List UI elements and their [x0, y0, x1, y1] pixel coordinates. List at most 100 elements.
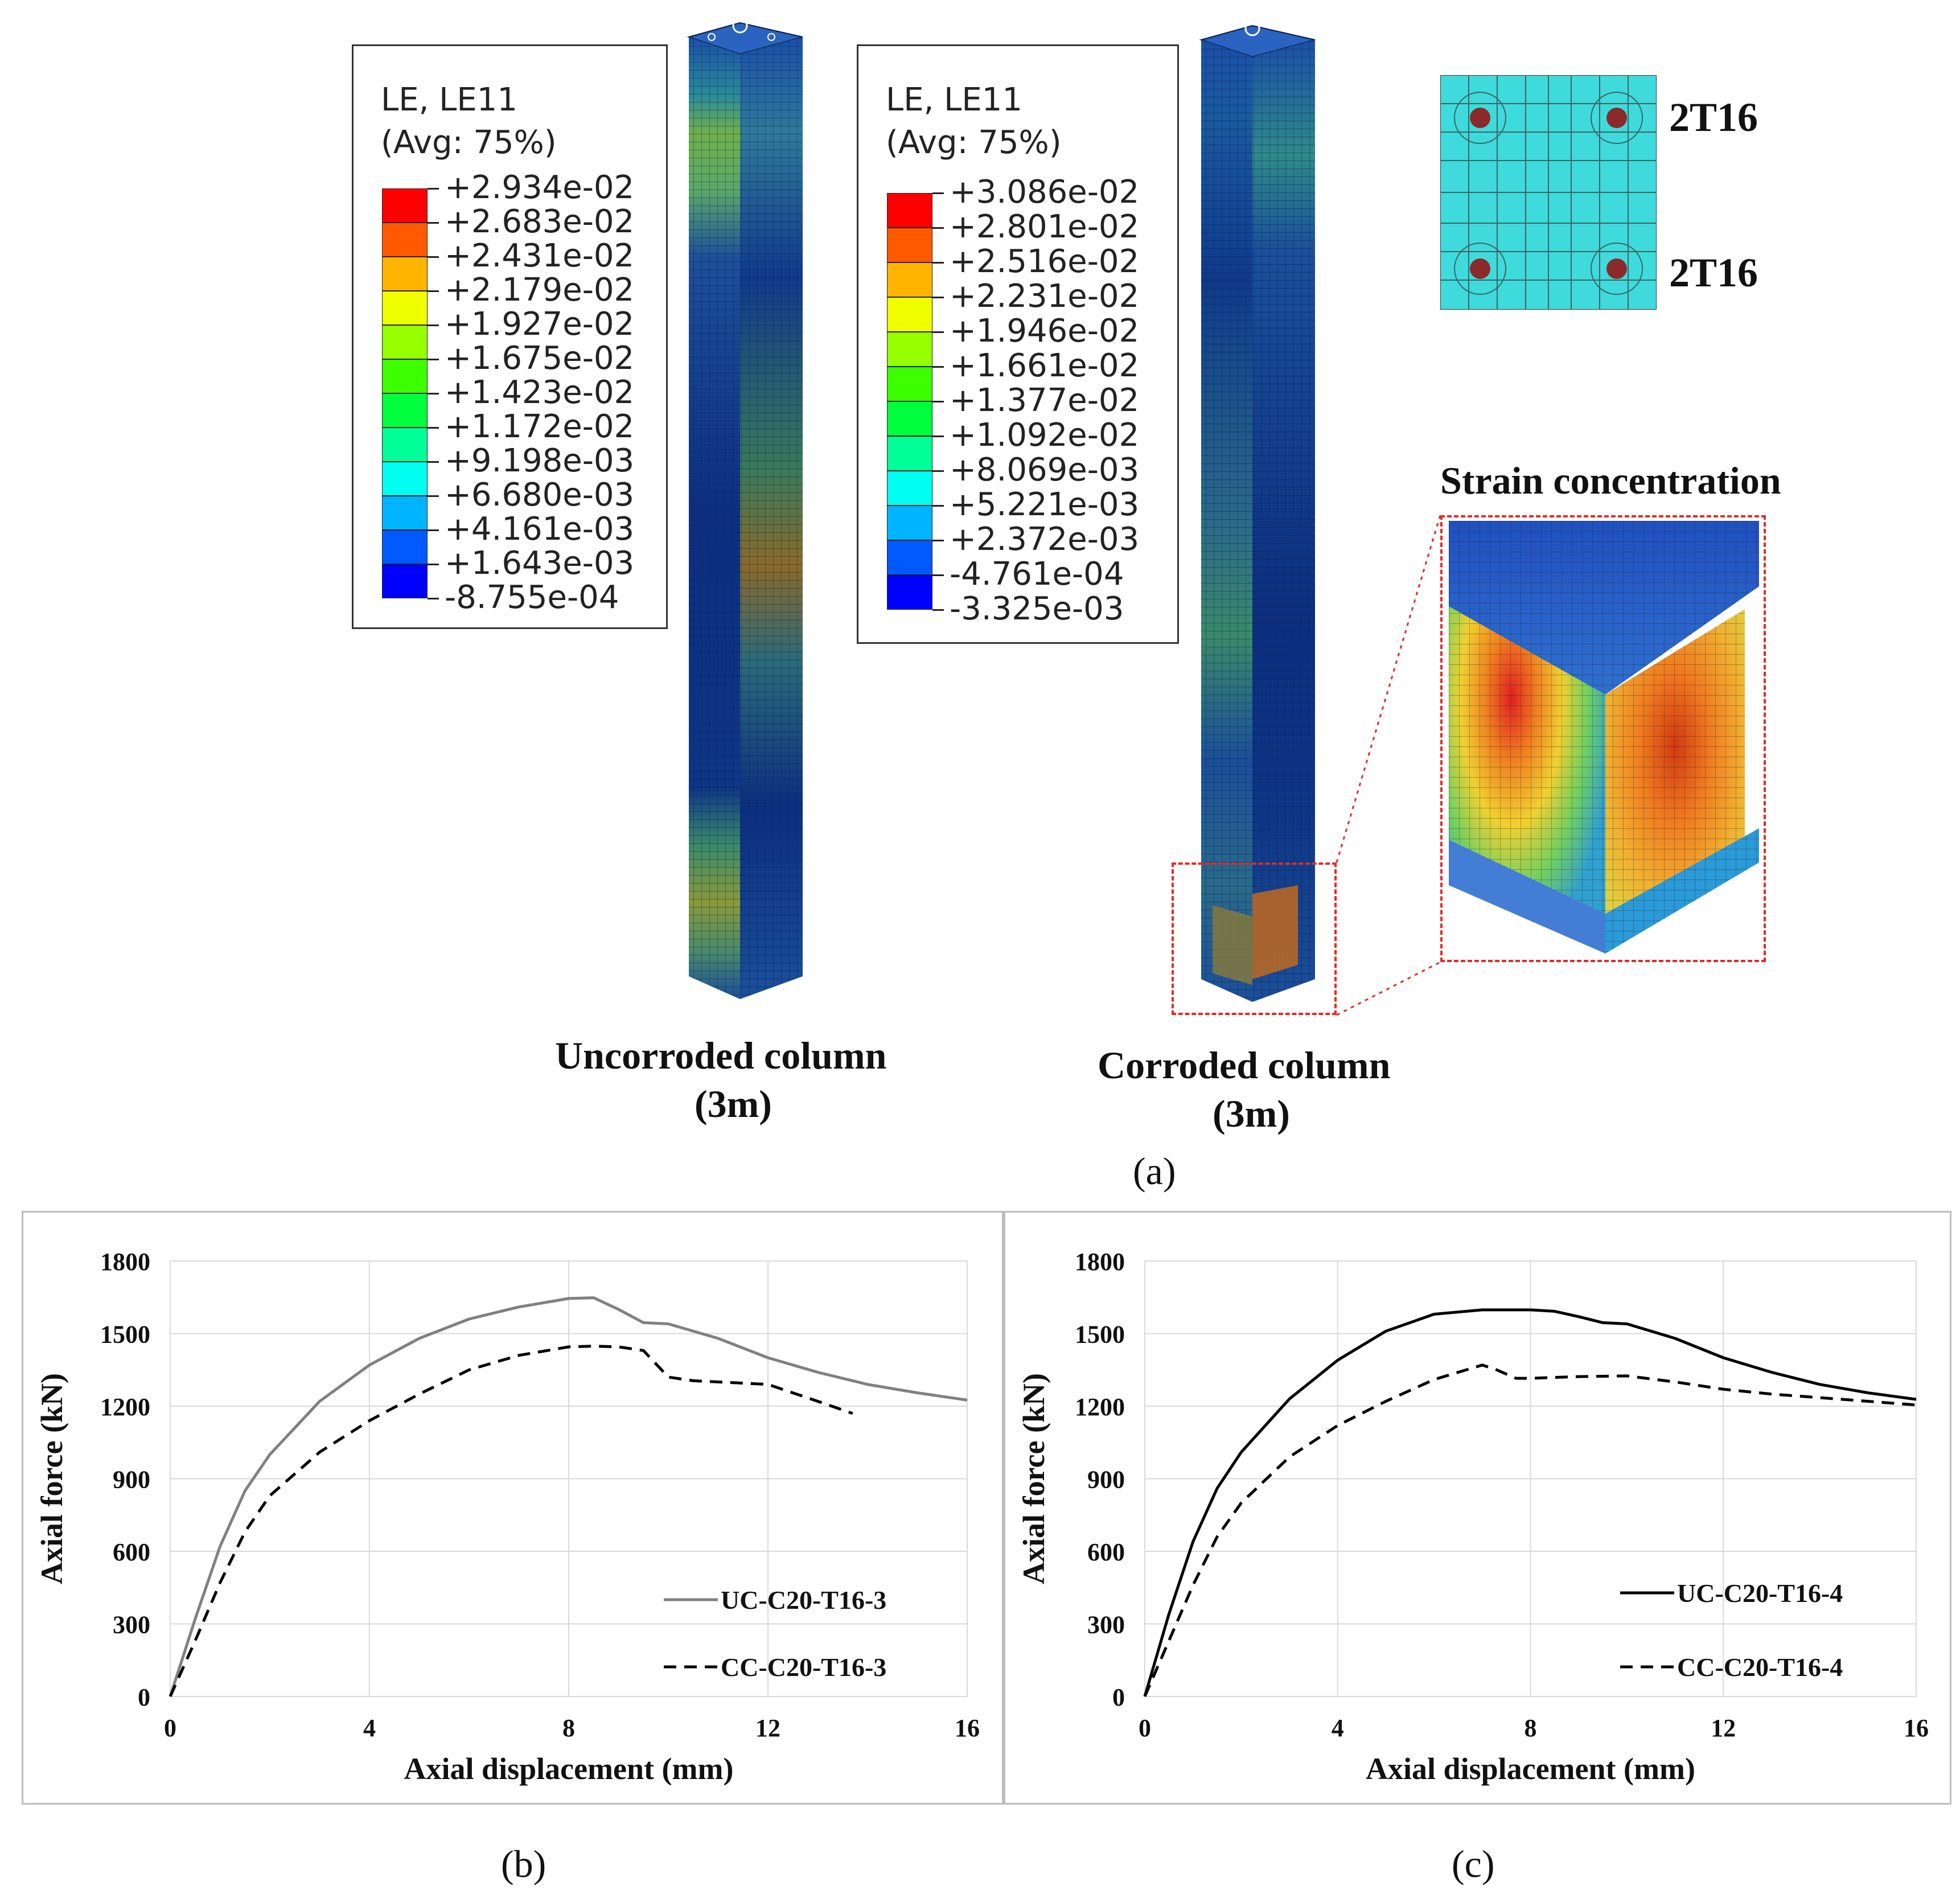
- legend-tick: [932, 227, 944, 229]
- chart-c-frame: 0 300 600 900 1200 1500 1800 0 4 8 12 16 Axial displ…: [1004, 1211, 1951, 1805]
- legend-value: +5.221e-03: [950, 486, 1140, 523]
- legend-tick: [932, 540, 944, 541]
- legend-tick: [428, 427, 439, 429]
- legend-value: +1.172e-02: [445, 408, 635, 445]
- legend-value: +1.643e-03: [445, 545, 635, 582]
- chart-b-frame: 0 300 600 900 1200 1500 1800 0 4 8 12 16 Axial displ…: [22, 1211, 1004, 1805]
- caption-c: (c): [1452, 1842, 1495, 1885]
- legend-value: +2.431e-02: [445, 237, 635, 274]
- legend-color-swatch: [887, 228, 932, 262]
- legend-tick: [428, 222, 439, 224]
- rebar-top-right: [1606, 108, 1627, 128]
- legend-value: +1.092e-02: [950, 417, 1140, 454]
- corroded-length: (3m): [1213, 1092, 1290, 1135]
- legend-color-swatch: [887, 471, 932, 506]
- x-axis-title: Axial displacement (mm): [404, 1752, 734, 1786]
- cross-section: [1440, 75, 1657, 310]
- legend-value: +1.675e-02: [445, 340, 635, 377]
- legend-color-swatch: [382, 223, 428, 257]
- legend-tick: [428, 461, 439, 463]
- corroded-column: [1199, 20, 1316, 1002]
- legend-tick: [932, 262, 944, 264]
- y-tick-label: 1800: [1075, 1248, 1125, 1276]
- legend-tick: [428, 529, 439, 531]
- x-tick-label: 12: [1711, 1714, 1736, 1742]
- legend-value: +1.377e-02: [950, 382, 1140, 419]
- x-tick-label: 12: [755, 1714, 780, 1742]
- legend-value: +3.086e-02: [950, 174, 1140, 211]
- legend-tick: [932, 574, 944, 576]
- y-tick-label: 1500: [1075, 1321, 1125, 1349]
- legend-value: -8.755e-04: [445, 579, 619, 616]
- legend-value: +2.934e-02: [445, 169, 635, 206]
- y-axis-title: Axial force (kN): [1017, 1373, 1051, 1584]
- legend-value: +1.423e-02: [445, 374, 635, 411]
- chart-b: 0 300 600 900 1200 1500 1800 0 4 8 12 16 Axial displ…: [35, 1248, 980, 1786]
- legend-tick: [428, 256, 439, 258]
- legend-color-swatch: [887, 332, 932, 367]
- y-tick-label: 900: [113, 1466, 150, 1494]
- y-tick-label: 0: [1112, 1683, 1125, 1711]
- series-line-UC-C20-T16-4: [1143, 1308, 1917, 1697]
- legend-tick: [932, 297, 944, 298]
- uncorroded-column: [687, 18, 803, 999]
- legend-value: +8.069e-03: [950, 451, 1140, 488]
- legend-tick: [428, 188, 439, 190]
- uncorroded-label: Uncorroded column: [555, 1034, 887, 1077]
- legend-tick: [428, 359, 439, 360]
- legend-color-swatch: [887, 401, 932, 436]
- x-tick-label: 4: [1332, 1714, 1344, 1742]
- legend-color-swatch: [382, 325, 428, 359]
- legend-color-swatch: [382, 496, 428, 530]
- legend-uncorroded-subtitle: (Avg: 75%): [381, 124, 557, 161]
- legend-tick: [428, 564, 439, 565]
- y-tick-label: 0: [138, 1683, 150, 1711]
- legend-color-swatch: [887, 367, 932, 401]
- legend-color-swatch: [887, 297, 932, 332]
- legend-value: +2.683e-02: [445, 203, 635, 240]
- caption-b: (b): [501, 1842, 547, 1885]
- series-line-UC-C20-T16-3: [169, 1296, 968, 1697]
- legend-color-swatch: [382, 462, 428, 496]
- legend-tick: [428, 393, 439, 395]
- strain-zoom-render: [1449, 521, 1759, 954]
- y-tick-label: 900: [1087, 1466, 1125, 1494]
- legend-value: -3.325e-03: [950, 590, 1124, 627]
- x-tick-label: 16: [955, 1714, 980, 1742]
- x-tick-label: 8: [1525, 1714, 1537, 1742]
- y-tick-label: 600: [113, 1538, 150, 1566]
- y-tick-label: 600: [1087, 1538, 1125, 1566]
- legend-series-label: CC-C20-T16-4: [1677, 1653, 1843, 1682]
- legend-color-swatch: [382, 428, 428, 462]
- y-tick-label: 1800: [100, 1248, 150, 1276]
- legend-color-swatch: [887, 540, 932, 575]
- y-tick-label: 300: [1087, 1611, 1125, 1639]
- legend-uncorroded-title: LE, LE11: [381, 81, 518, 118]
- legend-value: +2.179e-02: [445, 272, 635, 309]
- legend-tick: [932, 436, 944, 437]
- legend-tick: [932, 366, 944, 368]
- legend-color-swatch: [887, 575, 932, 610]
- rebar-bottom-right: [1606, 258, 1627, 279]
- legend-value: +6.680e-03: [445, 476, 635, 513]
- legend-color-swatch: [887, 436, 932, 471]
- y-axis-title: Axial force (kN): [35, 1373, 69, 1584]
- rebar-label-bottom: 2T16: [1669, 250, 1758, 295]
- legend-color-swatch: [382, 564, 428, 598]
- rebar-top-left: [1470, 108, 1490, 128]
- legend-value: +1.927e-02: [445, 306, 635, 343]
- legend-tick: [932, 470, 944, 472]
- caption-a: (a): [1133, 1149, 1176, 1193]
- legend-color-swatch: [382, 393, 428, 428]
- legend-color-swatch: [382, 188, 428, 223]
- x-tick-label: 16: [1904, 1714, 1929, 1742]
- x-tick-label: 4: [363, 1714, 376, 1742]
- strain-zoom-box: [1440, 515, 1766, 962]
- legend-series-label: CC-C20-T16-3: [721, 1653, 886, 1682]
- corrosion-highlight-box: [1172, 862, 1337, 1015]
- legend-series-label: UC-C20-T16-4: [1677, 1579, 1843, 1608]
- legend-color-swatch: [382, 291, 428, 325]
- legend-value: +1.946e-02: [950, 313, 1140, 350]
- legend-tick: [932, 192, 944, 194]
